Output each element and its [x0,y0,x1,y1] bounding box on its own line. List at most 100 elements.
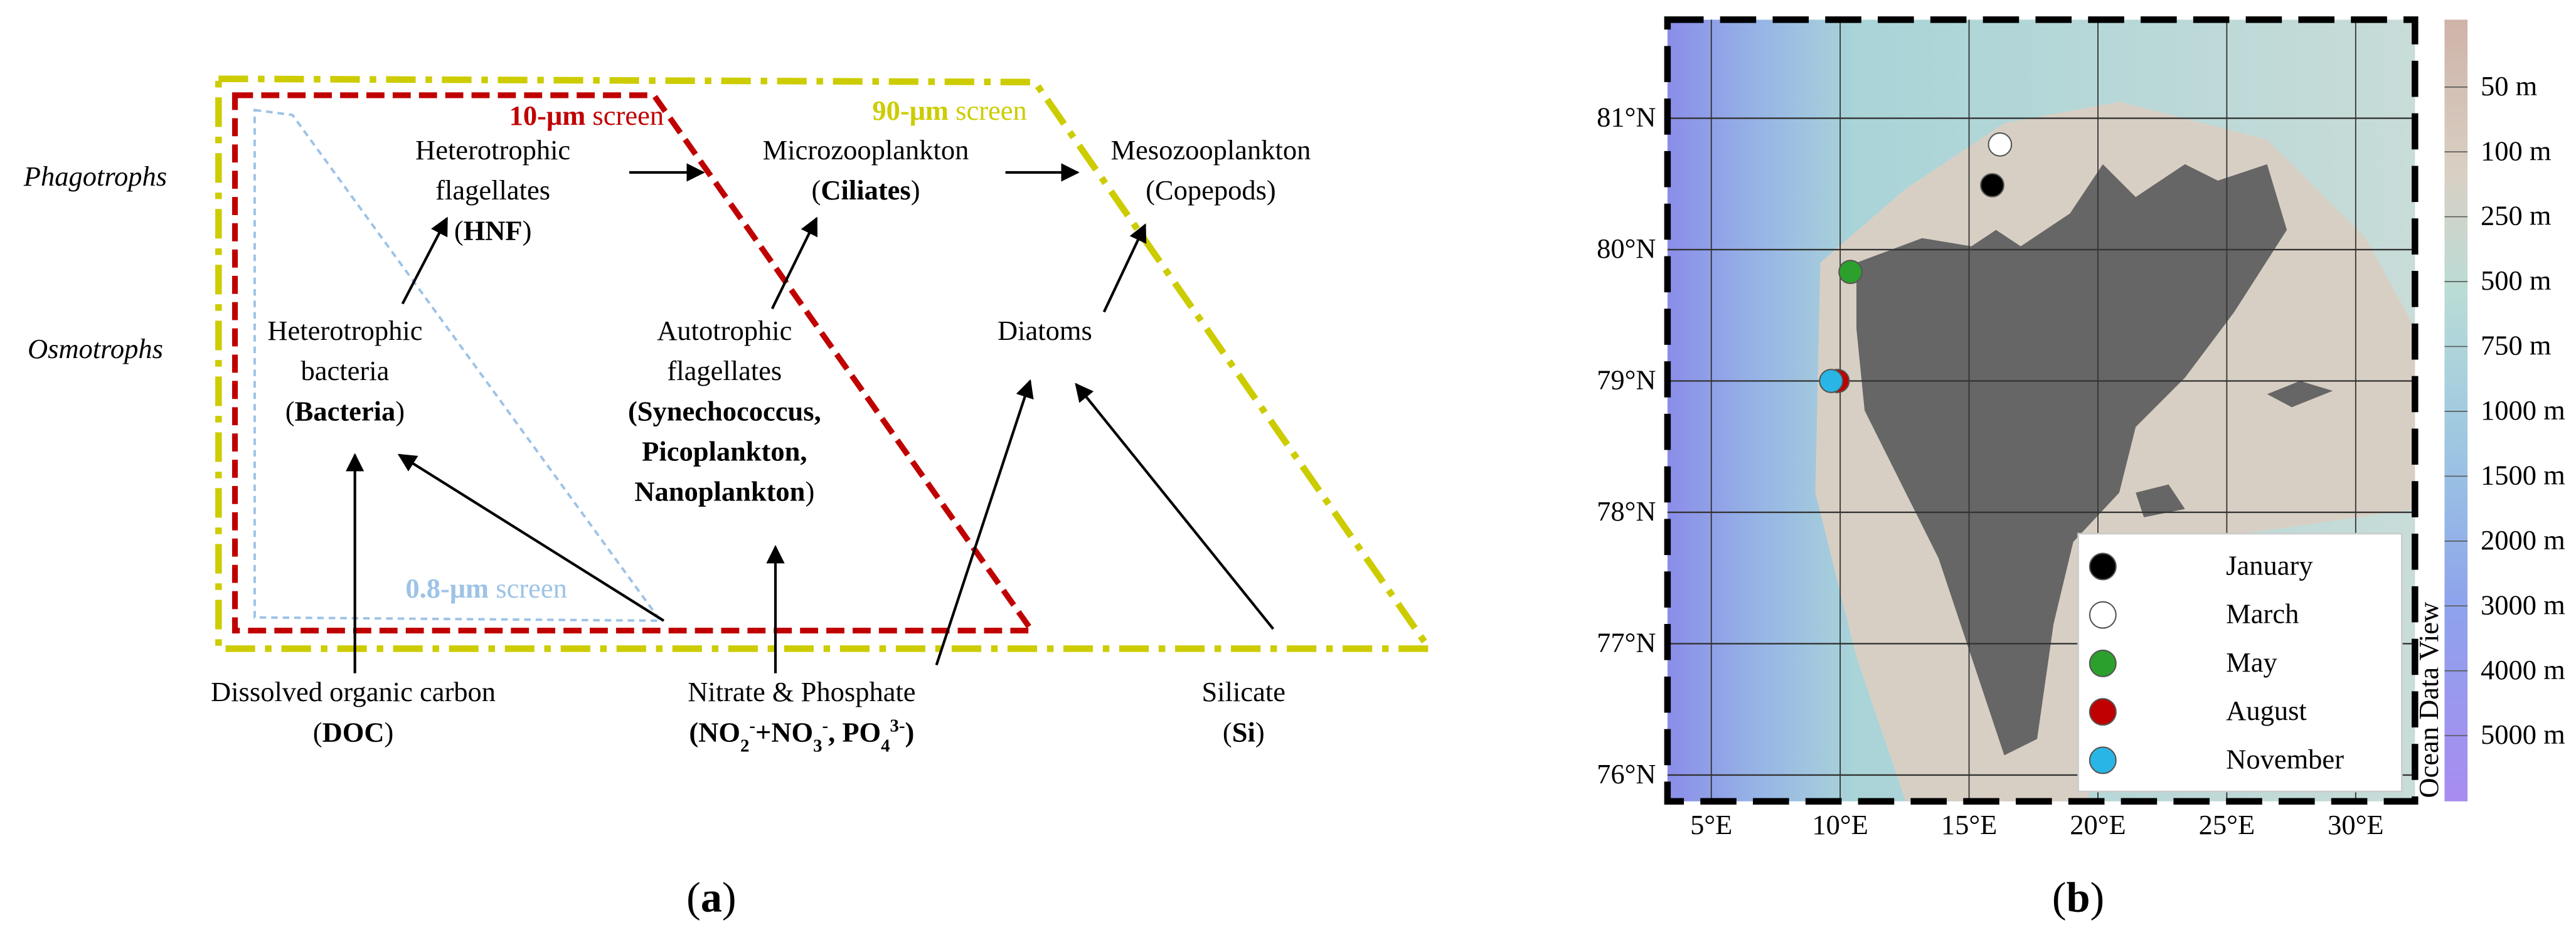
text-segment: Heterotrophic [415,134,570,166]
arrow [397,453,665,622]
node-text: Autotrophic [657,315,792,346]
arrow [1102,223,1147,313]
node-text: (Si) [1223,716,1265,747]
map-frame [1664,16,2419,805]
text-segment: screen [592,100,664,131]
node-text: bacteria [301,355,390,386]
node-text: Picoplankton, [642,436,807,467]
node-text: (Synechococcus, [628,395,821,426]
text-segment: , PO [828,716,881,747]
text-segment: 2 [740,736,749,756]
node-text: (Bacteria) [285,395,405,426]
colorbar-label: 500 m [2481,265,2552,296]
x-tick-label: 15°E [1941,809,1997,840]
text-segment: Microzooplankton [763,134,969,166]
text-segment: Ciliates [821,174,910,206]
text-segment: ) [1255,716,1265,747]
screen-0-8 [253,108,663,622]
y-tick-label: 78°N [1597,495,1656,527]
legend-marker [2089,698,2117,726]
text-segment: - [749,716,755,736]
text-segment: - [822,716,829,736]
station-point [1988,132,2013,157]
text-segment: Autotrophic [657,315,792,346]
node-text: (Copepods) [1146,174,1276,206]
colorbar-note: Ocean Data View [2413,602,2444,798]
text-segment: bacteria [301,355,390,386]
y-tick-label: 81°N [1597,102,1656,133]
colorbar-label: 100 m [2481,135,2552,166]
colorbar-label: 2000 m [2481,524,2565,556]
x-tick-label: 30°E [2328,809,2383,840]
colorbar-label: 1500 m [2481,459,2565,490]
text-segment: ( [454,214,464,246]
node-text: Diatoms [998,315,1092,346]
text-segment: ) [2090,873,2104,921]
text-segment: ( [313,716,322,747]
text-segment: DOC [322,716,385,747]
text-segment: screen [955,95,1027,126]
text-segment: ) [395,395,405,426]
side-label: Osmotrophs [28,333,163,364]
colorbar-label: 1000 m [2481,394,2565,426]
y-tick-label: 76°N [1597,758,1656,790]
screen-10 [232,92,1038,634]
screen-label: 0.8-μm screen [405,573,567,604]
colorbar-label: 250 m [2481,200,2552,231]
node-text: flagellates [435,174,550,206]
screen-90 [215,75,1436,652]
text-segment: flagellates [667,355,782,386]
text-segment: 10-μm [509,100,586,131]
text-segment: b [2067,873,2090,921]
node-text: (NO2-+NO3-, PO43-) [689,716,914,756]
x-tick-label: 20°E [2070,809,2126,840]
text-segment: Nanoplankton [634,476,805,507]
legend-marker [2089,649,2117,677]
legend-label: May [2226,647,2277,678]
node-text: Nanoplankton) [634,476,814,507]
text-segment: ) [384,716,393,747]
colorbar-label: 4000 m [2481,654,2565,685]
text-segment: (Copepods) [1146,174,1276,206]
text-segment: Heterotrophic [267,315,422,346]
y-tick-label: 80°N [1597,233,1656,264]
text-segment: ) [722,873,737,921]
text-segment: Si [1232,716,1255,747]
node-text: Dissolved organic carbon [211,676,496,707]
node-text: Nitrate & Phosphate [688,676,915,707]
node-text: flagellates [667,355,782,386]
node-text: (DOC) [313,716,394,747]
map [1667,19,2415,801]
text-segment: (Synechococcus, [628,395,821,426]
node-text: Mesozooplankton [1110,134,1311,166]
text-segment: ( [812,174,821,206]
legend-marker [2089,601,2117,629]
node-text: Heterotrophic [415,134,570,166]
colorbar [2444,19,2468,801]
text-segment: 0.8-μm [405,573,489,604]
map-grid [1667,19,2415,801]
land [1856,164,2287,756]
text-segment: flagellates [435,174,550,206]
station-point [1819,369,1844,393]
x-tick-label: 25°E [2199,809,2255,840]
legend-label: August [2226,695,2307,726]
text-segment: ) [905,716,915,747]
text-segment: 3- [890,716,905,736]
screen-label: 90-μm screen [872,95,1026,126]
text-segment: Mesozooplankton [1110,134,1311,166]
legend-label: January [2226,549,2313,581]
node-text: Microzooplankton [763,134,969,166]
colorbar-label: 50 m [2481,70,2537,102]
text-segment: Bacteria [295,395,396,426]
arrow [935,379,1034,666]
text-segment: ) [911,174,920,206]
text-segment: Silicate [1202,676,1285,707]
island [2136,484,2185,517]
text-segment: Dissolved organic carbon [211,676,496,707]
screen-label: 10-μm screen [509,100,664,131]
node-text: (Ciliates) [812,174,920,206]
arrows [346,163,1275,674]
